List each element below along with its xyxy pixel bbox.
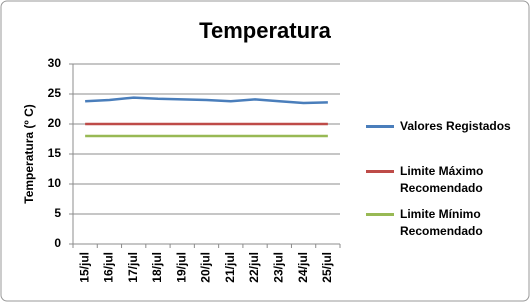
x-tick-label: 22/jul bbox=[247, 252, 261, 283]
y-tick-label: 0 bbox=[54, 236, 61, 250]
x-tick-label: 16/jul bbox=[102, 252, 116, 283]
x-tick-label: 18/jul bbox=[150, 252, 164, 283]
y-axis-label: Temperatura (º C) bbox=[22, 104, 36, 204]
y-tick-label: 25 bbox=[48, 86, 62, 100]
y-tick-label: 5 bbox=[54, 206, 61, 220]
legend-swatch bbox=[366, 213, 394, 216]
legend-swatch bbox=[366, 170, 394, 173]
x-tick-label: 25/jul bbox=[320, 252, 334, 283]
x-tick-label: 20/jul bbox=[199, 252, 213, 283]
legend-item: Limite Mínimo Recomendado bbox=[366, 206, 525, 240]
y-tick-label: 10 bbox=[48, 176, 62, 190]
x-tick-label: 17/jul bbox=[126, 252, 140, 283]
legend-label: Limite Mínimo Recomendado bbox=[400, 207, 483, 238]
legend-swatch bbox=[366, 125, 394, 128]
y-tick-label: 30 bbox=[48, 56, 62, 70]
legend-label: Limite Máximo Recomendado bbox=[400, 164, 484, 195]
x-tick-label: 23/jul bbox=[271, 252, 285, 283]
x-tick-label: 19/jul bbox=[174, 252, 188, 283]
series-line bbox=[85, 96, 328, 105]
legend-item: Limite Máximo Recomendado bbox=[366, 163, 525, 197]
y-tick-label: 15 bbox=[48, 146, 62, 160]
chart-title: Temperatura bbox=[199, 18, 331, 43]
x-tick-label: 15/jul bbox=[77, 252, 91, 283]
x-tick-label: 24/jul bbox=[296, 252, 310, 283]
legend-item: Valores Registados bbox=[366, 118, 525, 135]
legend-label: Valores Registados bbox=[400, 119, 511, 133]
x-tick-label: 21/jul bbox=[223, 252, 237, 283]
y-tick-label: 20 bbox=[48, 116, 62, 130]
